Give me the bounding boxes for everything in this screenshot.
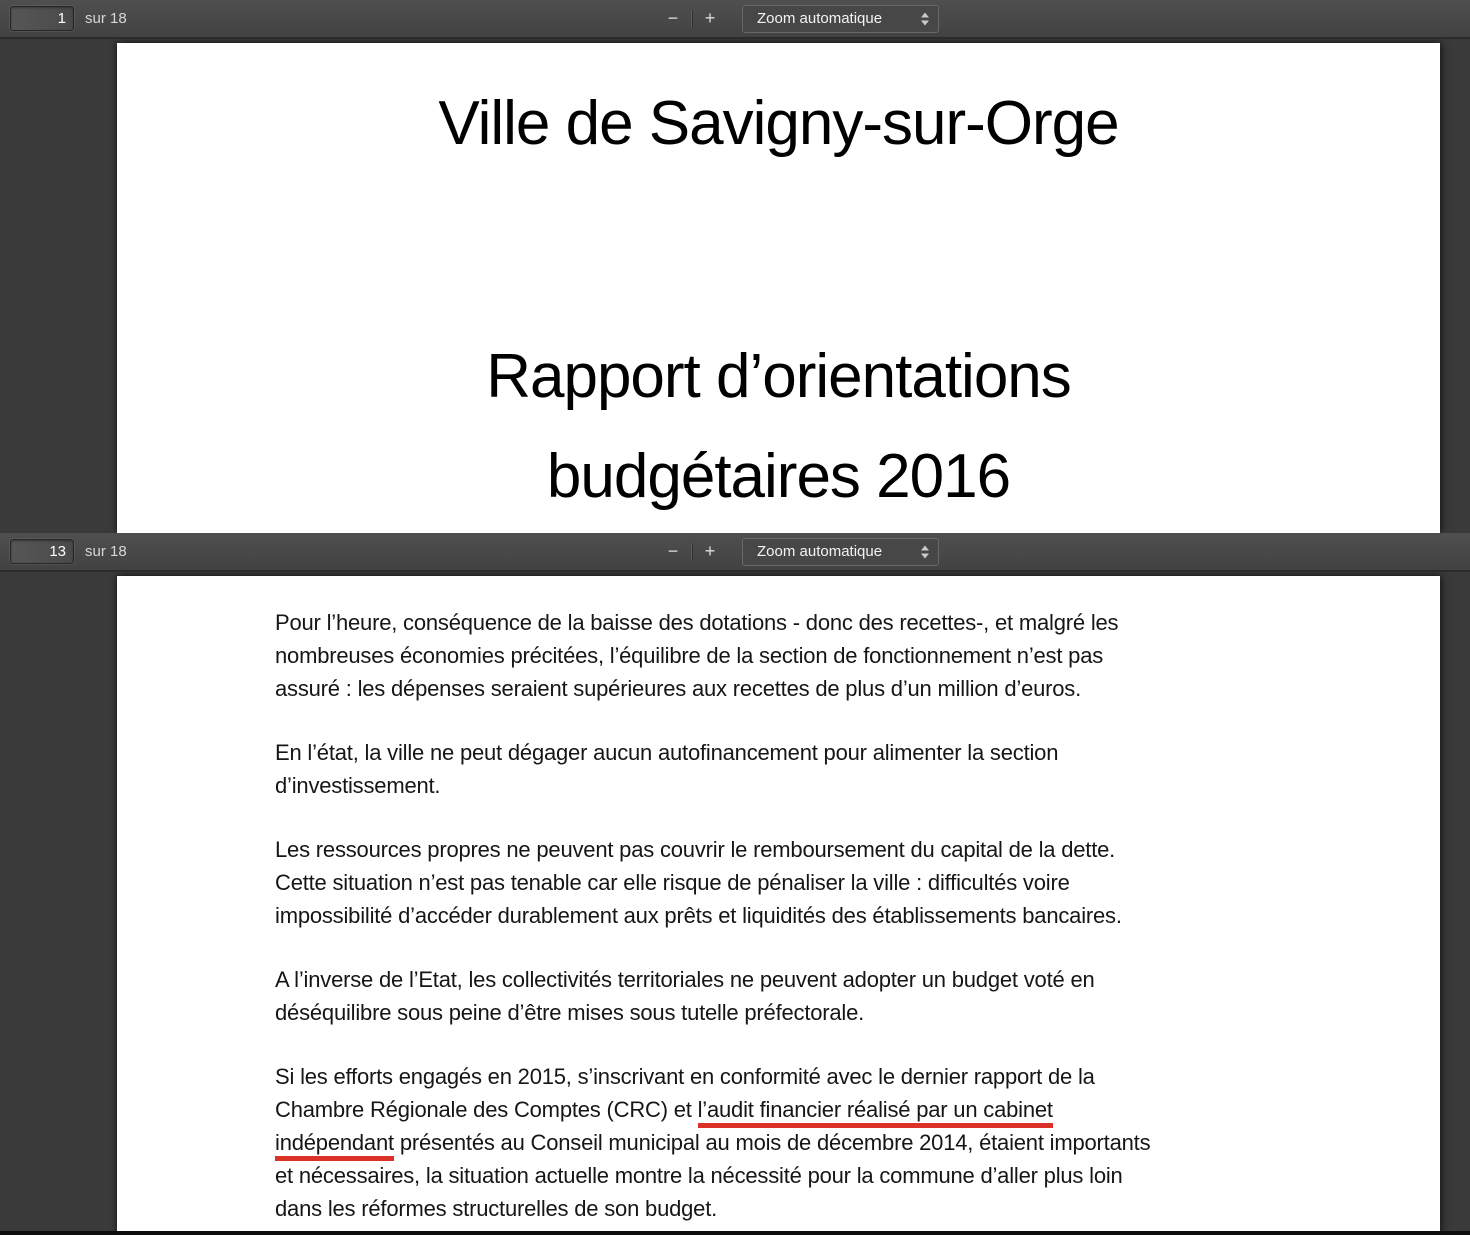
subtitle-line-2: budgétaires 2016: [546, 442, 1011, 511]
toolbar-divider: [691, 10, 692, 27]
zoom-controls: − + Zoom automatique: [658, 533, 939, 570]
text-line: Chambre Régionale des Comptes (CRC) et l…: [275, 1093, 1390, 1128]
zoom-select-value: Zoom automatique: [757, 543, 883, 560]
red-underlined-text: indépendant: [275, 1130, 394, 1161]
toolbar-top: sur 18 − + Zoom automatique: [0, 0, 1470, 39]
viewer-content-top: Ville de Savigny-sur-Orge Rapport d’orie…: [0, 39, 1470, 533]
paragraph-2: En l’état, la ville ne peut dégager aucu…: [275, 736, 1390, 802]
text-line: Pour l’heure, conséquence de la baisse d…: [275, 610, 1119, 635]
page-count-label: sur 18: [85, 10, 127, 27]
page-number-input[interactable]: [10, 539, 74, 564]
zoom-controls: − + Zoom automatique: [658, 0, 939, 37]
zoom-out-button[interactable]: −: [658, 5, 688, 32]
text-line: indépendant présentés au Conseil municip…: [275, 1126, 1390, 1161]
toolbar-divider: [691, 543, 692, 560]
zoom-out-button[interactable]: −: [658, 538, 688, 565]
text-line: assuré : les dépenses seraient supérieur…: [275, 676, 1082, 701]
page-number-input[interactable]: [10, 6, 74, 31]
pdf-page-13: Pour l’heure, conséquence de la baisse d…: [117, 576, 1440, 1234]
text-line: En l’état, la ville ne peut dégager aucu…: [275, 740, 1059, 765]
zoom-in-button[interactable]: +: [695, 5, 725, 32]
toolbar-bottom: sur 18 − + Zoom automatique: [0, 533, 1470, 572]
paragraph-3: Les ressources propres ne peuvent pas co…: [275, 833, 1390, 932]
pdf-viewer-top: sur 18 − + Zoom automatique Ville de Sav…: [0, 0, 1470, 533]
zoom-in-button[interactable]: +: [695, 538, 725, 565]
document-title: Ville de Savigny-sur-Orge: [438, 89, 1119, 158]
text-segment: Chambre Régionale des Comptes (CRC) et: [275, 1097, 698, 1122]
paragraph-1: Pour l’heure, conséquence de la baisse d…: [275, 606, 1390, 705]
paragraph-4: A l’inverse de l’Etat, les collectivités…: [275, 963, 1390, 1029]
text-line: impossibilité d’accéder durablement aux …: [275, 903, 1122, 928]
text-line: A l’inverse de l’Etat, les collectivités…: [275, 967, 1095, 992]
text-line: nombreuses économies précitées, l’équili…: [275, 643, 1104, 668]
red-underlined-text: l’audit financier réalisé par un cabinet: [697, 1097, 1053, 1128]
paragraph-5: Si les efforts engagés en 2015, s’inscri…: [275, 1060, 1390, 1225]
text-line: d’investissement.: [275, 773, 441, 798]
zoom-select-value: Zoom automatique: [757, 10, 883, 27]
text-line: déséquilibre sous peine d’être mises sou…: [275, 1000, 865, 1025]
screenshot-bottom-edge: [0, 1231, 1470, 1235]
text-line: Cette situation n’est pas tenable car el…: [275, 870, 1070, 895]
text-line: Les ressources propres ne peuvent pas co…: [275, 837, 1116, 862]
text-line: et nécessaires, la situation actuelle mo…: [275, 1163, 1123, 1188]
pdf-viewer-bottom: sur 18 − + Zoom automatique Pour l’heure…: [0, 533, 1470, 1234]
select-arrows-icon: [921, 545, 929, 558]
document-subtitle: Rapport d’orientations budgétaires 2016: [117, 327, 1440, 527]
text-segment: présentés au Conseil municipal au mois d…: [393, 1130, 1151, 1155]
viewer-content-bottom: Pour l’heure, conséquence de la baisse d…: [0, 572, 1470, 1234]
text-line: dans les réformes structurelles de son b…: [275, 1196, 718, 1221]
pdf-page-1: Ville de Savigny-sur-Orge Rapport d’orie…: [117, 43, 1440, 533]
page-count-label: sur 18: [85, 543, 127, 560]
page-13-text: Pour l’heure, conséquence de la baisse d…: [117, 576, 1440, 1225]
select-arrows-icon: [921, 12, 929, 25]
text-line: Si les efforts engagés en 2015, s’inscri…: [275, 1064, 1095, 1089]
zoom-select[interactable]: Zoom automatique: [742, 537, 939, 566]
zoom-select[interactable]: Zoom automatique: [742, 4, 939, 33]
subtitle-line-1: Rapport d’orientations: [486, 342, 1072, 411]
